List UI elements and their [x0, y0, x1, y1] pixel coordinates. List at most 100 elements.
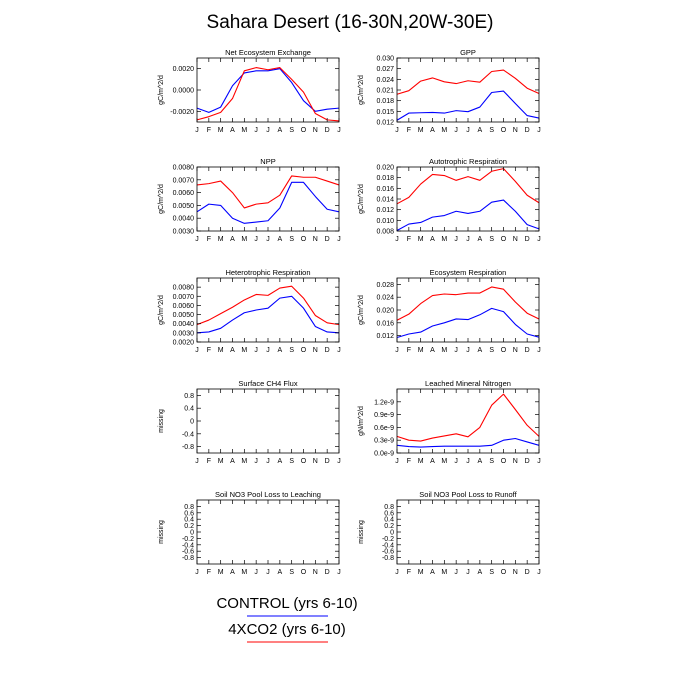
y-axis-label: gC/m^2/d [358, 75, 365, 105]
x-tick-label: J [337, 127, 341, 134]
x-tick-label: D [325, 347, 330, 354]
panel-title: Autotrophic Respiration [429, 157, 507, 166]
x-tick-label: A [277, 569, 282, 576]
x-tick-label: S [289, 236, 294, 243]
y-axis-label: gC/m^2/d [158, 184, 165, 214]
x-tick-label: J [537, 236, 541, 243]
x-tick-label: J [395, 569, 399, 576]
x-tick-label: N [313, 127, 318, 134]
y-tick-label: 0.0070 [173, 294, 195, 301]
x-tick-label: J [195, 569, 199, 576]
x-tick-label: O [501, 569, 507, 576]
y-axis-label: gN/m^2/d [358, 406, 365, 436]
x-tick-label: J [454, 458, 458, 465]
x-tick-label: F [407, 458, 411, 465]
x-tick-label: O [501, 236, 507, 243]
panel-8: Soil NO3 Pool Loss to Leaching missing -0.… [158, 490, 341, 576]
x-tick-label: J [254, 569, 258, 576]
x-tick-label: M [218, 236, 224, 243]
x-tick-label: J [537, 347, 541, 354]
y-axis-label: gC/m^2/d [358, 295, 365, 325]
x-tick-label: J [537, 458, 541, 465]
series-line-x4co2 [396, 69, 540, 95]
x-tick-label: D [325, 236, 330, 243]
panel-2: NPP gC/m^2/d 0.0030 0.0040 0.0050 0.0060 0.007… [158, 157, 341, 243]
x-tick-label: A [430, 458, 435, 465]
series-line-x4co2 [196, 67, 340, 122]
y-tick-label: 0.0030 [173, 330, 195, 337]
series-line-control [396, 307, 540, 339]
y-tick-label: 0.028 [376, 282, 394, 289]
x-tick-label: J [254, 236, 258, 243]
x-tick-label: A [277, 127, 282, 134]
y-tick-label: -0.2 [382, 536, 394, 543]
x-tick-label: O [501, 458, 507, 465]
y-axis-label: gC/m^2/d [358, 184, 365, 214]
x-tick-label: D [525, 458, 530, 465]
x-tick-label: O [301, 127, 307, 134]
x-tick-label: O [501, 127, 507, 134]
x-tick-label: M [418, 347, 424, 354]
panel-title: Ecosystem Respiration [430, 268, 507, 277]
y-tick-label: 0.027 [376, 66, 394, 73]
x-tick-label: J [454, 127, 458, 134]
panel-title: Soil NO3 Pool Loss to Runoff [419, 490, 517, 499]
plot-frame [196, 277, 340, 343]
x-tick-label: J [466, 127, 470, 134]
x-tick-label: M [418, 127, 424, 134]
y-tick-label: 0.6 [384, 510, 394, 517]
x-tick-label: F [407, 347, 411, 354]
panel-1: GPP gC/m^2/d 0.012 0.015 0.018 0.021 0.024 0.02… [358, 48, 541, 134]
x-tick-label: J [454, 236, 458, 243]
panel-title: NPP [260, 157, 275, 166]
series-line-control [196, 68, 340, 113]
y-axis-label: gC/m^2/d [158, 75, 165, 105]
y-tick-label: 0.014 [376, 197, 394, 204]
plot-frame [196, 388, 340, 454]
x-tick-label: J [337, 347, 341, 354]
panel-grid: Net Ecosystem Exchange gC/m^2/d -0.0020 0.0… [158, 48, 541, 576]
y-tick-label: 0.0040 [173, 321, 195, 328]
series-line-x4co2 [396, 168, 540, 205]
x-tick-label: J [337, 569, 341, 576]
x-tick-label: M [241, 569, 247, 576]
series-line-x4co2 [396, 393, 540, 442]
x-tick-label: J [337, 236, 341, 243]
y-tick-label: 0.0050 [173, 312, 195, 319]
y-tick-label: 0.018 [376, 98, 394, 105]
x-tick-label: J [266, 127, 270, 134]
x-tick-label: A [230, 236, 235, 243]
x-tick-label: N [513, 569, 518, 576]
x-tick-label: M [241, 236, 247, 243]
y-tick-label: 0.0000 [173, 88, 195, 95]
y-tick-label: 0 [390, 530, 394, 537]
plot-frame [396, 388, 540, 454]
y-tick-label: 0.0080 [173, 285, 195, 292]
y-tick-label: 0.024 [376, 295, 394, 302]
x-tick-label: S [289, 127, 294, 134]
y-tick-label: -0.4 [182, 542, 194, 549]
y-tick-label: 0.016 [376, 320, 394, 327]
y-tick-label: 0.6 [184, 510, 194, 517]
x-tick-label: M [241, 127, 247, 134]
x-tick-label: N [513, 236, 518, 243]
x-tick-label: S [289, 458, 294, 465]
panel-9: Soil NO3 Pool Loss to Runoffmissing-0.8-… [358, 490, 541, 576]
y-tick-label: -0.6 [182, 549, 194, 556]
y-tick-label: 0.0060 [173, 190, 195, 197]
y-axis-label: missing [358, 520, 365, 544]
x-tick-label: J [454, 569, 458, 576]
x-tick-label: F [207, 347, 211, 354]
x-tick-label: J [337, 458, 341, 465]
x-tick-label: F [407, 127, 411, 134]
panel-title: Leached Mineral Nitrogen [425, 379, 511, 388]
x-tick-label: M [218, 569, 224, 576]
series-line-control [396, 90, 540, 121]
x-tick-label: J [395, 236, 399, 243]
x-tick-label: M [441, 458, 447, 465]
x-tick-label: D [525, 347, 530, 354]
y-tick-label: -0.8 [182, 555, 194, 562]
panel-0: Net Ecosystem Exchange gC/m^2/d -0.0020 0.0… [158, 48, 341, 134]
figure-title: Sahara Desert (16-30N,20W-30E) [207, 12, 494, 33]
